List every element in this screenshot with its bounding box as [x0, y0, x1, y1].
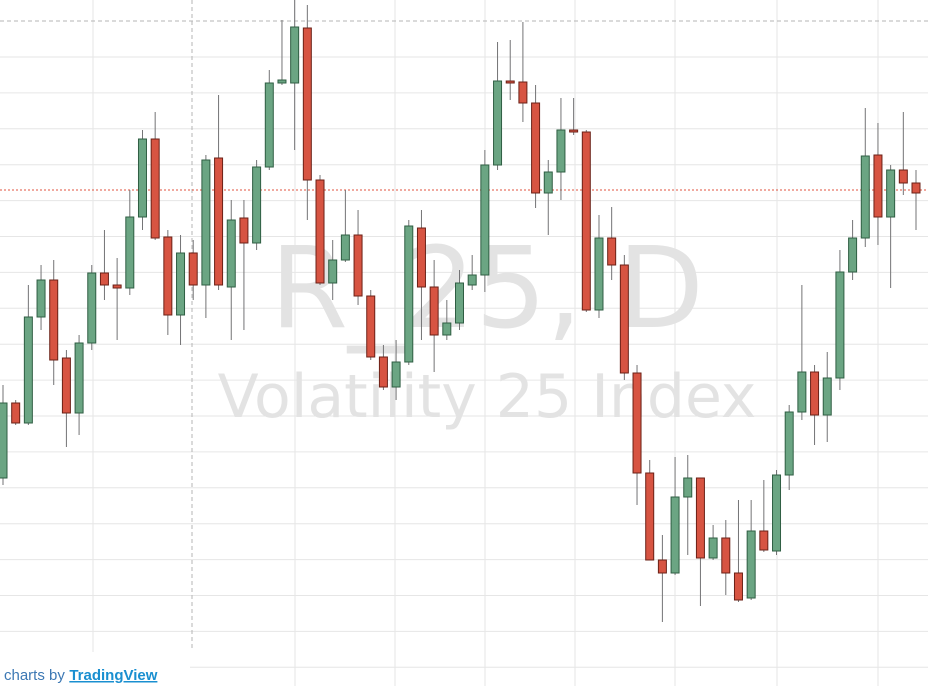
candle-body: [784, 411, 794, 476]
candle-body: [873, 154, 883, 218]
footer: charts by TradingView: [4, 667, 158, 684]
candle-body: [759, 530, 769, 551]
candle-body: [429, 286, 439, 336]
candle-body: [74, 342, 84, 414]
candle-body: [277, 79, 287, 84]
watermark-subtitle: Volatility 25 Index: [218, 362, 757, 432]
candle-body: [404, 225, 414, 363]
footer-bg: [0, 652, 190, 686]
candle-body: [226, 219, 236, 288]
candle-body: [721, 537, 731, 574]
candle-body: [619, 264, 629, 374]
candle-body: [822, 377, 832, 416]
candle-body: [99, 272, 109, 286]
candle-body: [36, 279, 46, 318]
candle-body: [137, 138, 147, 218]
candle-body: [112, 284, 122, 289]
candle-body: [670, 496, 680, 574]
candle-body: [328, 259, 338, 284]
candle-body: [683, 477, 693, 498]
candle-body: [23, 316, 33, 424]
candle-body: [886, 169, 896, 218]
candle-body: [594, 237, 604, 311]
candle-body: [378, 356, 388, 388]
candle-body: [848, 237, 858, 273]
candles: [0, 0, 928, 622]
candle-body: [264, 82, 274, 168]
candle-body: [746, 530, 756, 599]
footer-prefix: charts by: [4, 667, 65, 684]
candle-body: [480, 164, 490, 276]
candle-body: [442, 322, 452, 336]
candle-body: [239, 217, 249, 244]
candle-body: [214, 157, 224, 286]
candle-body: [302, 27, 312, 181]
candle-body: [657, 559, 667, 574]
candle-body: [125, 216, 135, 289]
candle-body: [61, 357, 71, 414]
candle-body: [632, 372, 642, 474]
candle-body: [176, 252, 186, 316]
candle-body: [315, 179, 325, 284]
candle-body: [201, 159, 211, 286]
candle-body: [505, 80, 515, 84]
candle-body: [810, 371, 820, 416]
candle-body: [543, 171, 553, 194]
candle-body: [163, 236, 173, 316]
candle-body: [569, 129, 579, 133]
candle-body: [797, 371, 807, 413]
candle-body: [911, 182, 921, 194]
candle-body: [607, 237, 617, 266]
candle-body: [49, 279, 59, 361]
candle-body: [772, 474, 782, 552]
candle-body: [493, 80, 503, 166]
candle-body: [733, 572, 743, 601]
candle-body: [518, 81, 528, 104]
candle-body: [835, 271, 845, 379]
candle-body: [87, 272, 97, 344]
candle-body: [366, 295, 376, 358]
candle-body: [455, 282, 464, 324]
candle-body: [0, 402, 8, 479]
candle-body: [708, 537, 718, 559]
candle-body: [531, 102, 541, 194]
candle-body: [467, 274, 477, 286]
candle-body: [695, 477, 705, 559]
candle-body: [252, 166, 262, 244]
footer-brand[interactable]: TradingView: [69, 667, 157, 684]
candle-body: [290, 26, 300, 84]
candle-body: [581, 131, 591, 311]
candle-body: [353, 234, 363, 297]
candle-body: [11, 402, 21, 424]
candle-body: [188, 252, 198, 286]
candle-body: [416, 227, 426, 288]
candle-body: [898, 169, 908, 184]
candle-body: [150, 138, 160, 239]
candle-body: [391, 361, 401, 388]
candle-body: [645, 472, 655, 561]
candle-body: [340, 234, 350, 261]
candle-body: [860, 155, 870, 239]
candle-body: [556, 129, 566, 173]
